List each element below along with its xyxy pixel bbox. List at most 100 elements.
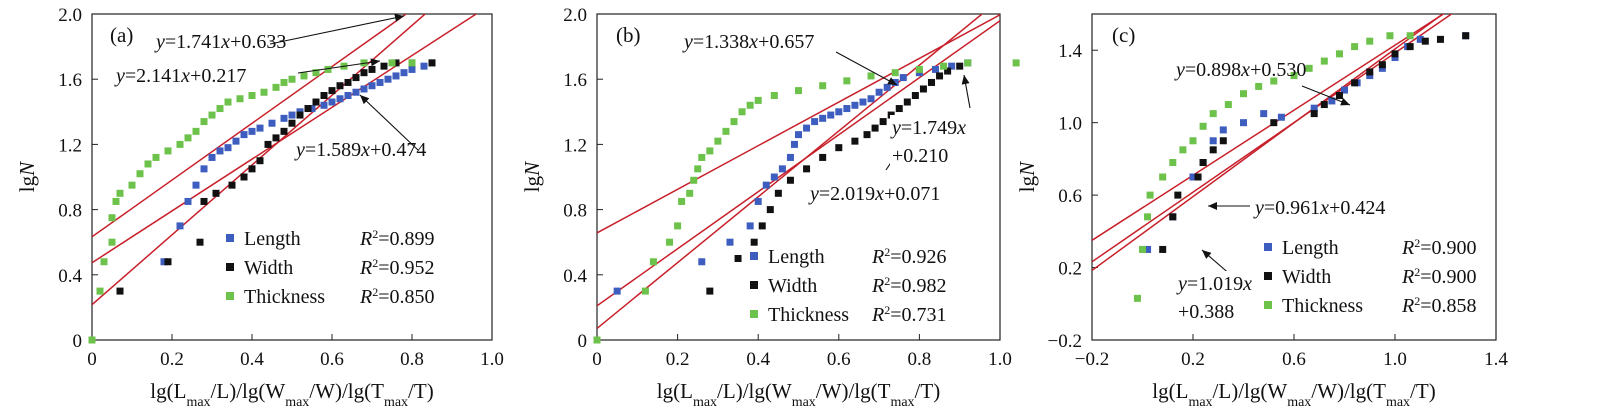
- data-point-length: [360, 85, 368, 93]
- data-point-length: [1391, 53, 1399, 61]
- data-point-thickness: [730, 118, 738, 126]
- data-point-thickness: [674, 222, 682, 230]
- x-tick-label: 1.4: [1484, 349, 1508, 370]
- data-point-length: [811, 118, 819, 126]
- data-point-length: [240, 131, 248, 139]
- data-point-width: [280, 127, 288, 135]
- data-point-length: [256, 124, 264, 132]
- fit-equation-label: y=1.589x+0.474: [294, 139, 426, 161]
- data-point-thickness: [1224, 101, 1232, 109]
- data-point-thickness: [843, 77, 851, 85]
- x-tick-label: 0: [87, 349, 97, 370]
- data-point-length: [1378, 64, 1386, 72]
- x-tick-label: 0.4: [240, 349, 264, 370]
- data-point-width: [1174, 191, 1182, 199]
- fit-label-bg: [890, 115, 982, 165]
- data-point-thickness: [678, 197, 686, 205]
- data-point-length: [1260, 110, 1268, 118]
- x-tick-label: 1.0: [480, 349, 504, 370]
- x-tick-label: 1.0: [1383, 349, 1407, 370]
- data-point-width: [903, 98, 911, 106]
- data-point-length: [184, 197, 192, 205]
- y-tick-label: −0.2: [1048, 331, 1082, 352]
- data-point-thickness: [280, 78, 288, 86]
- data-point-thickness: [1159, 173, 1167, 181]
- y-axis-label: lgN: [520, 161, 544, 192]
- legend-label: Width: [1282, 266, 1331, 288]
- data-point-length: [790, 140, 798, 148]
- x-tick-label: 0.8: [400, 349, 424, 370]
- data-point-thickness: [795, 87, 802, 95]
- data-point-width: [911, 92, 919, 99]
- data-point-width: [750, 238, 758, 246]
- arrow-head: [961, 75, 970, 85]
- data-point-width: [1169, 213, 1177, 221]
- data-point-width: [392, 59, 400, 67]
- data-point-thickness: [224, 98, 232, 106]
- legend-r2: R2=0.858: [1401, 294, 1477, 317]
- data-point-thickness: [248, 92, 256, 99]
- legend-r2: R2=0.850: [359, 285, 435, 308]
- legend-marker: [750, 310, 758, 318]
- data-point-length: [1341, 86, 1348, 94]
- data-point-thickness: [1144, 213, 1152, 221]
- data-point-length: [795, 131, 802, 139]
- data-point-length: [932, 65, 940, 73]
- data-point-thickness: [108, 214, 116, 222]
- plot-frame: [91, 13, 493, 341]
- data-point-thickness: [324, 65, 332, 73]
- data-point-width: [758, 222, 766, 230]
- data-point-length: [328, 98, 336, 106]
- data-point-width: [706, 287, 714, 295]
- annotation-arrow: [835, 51, 898, 86]
- data-point-length: [859, 98, 867, 106]
- data-point-width: [256, 157, 264, 165]
- data-point-width: [336, 82, 344, 90]
- x-tick-label: 0.8: [908, 349, 932, 370]
- data-point-thickness: [388, 59, 396, 67]
- legend-r2: R2=0.982: [871, 274, 947, 297]
- data-points: [593, 59, 1020, 344]
- data-point-length: [248, 127, 256, 135]
- annotation-arrow: [269, 15, 405, 45]
- data-point-length: [1240, 119, 1247, 127]
- data-point-width: [835, 144, 843, 152]
- x-tick-label: 0.2: [666, 349, 690, 370]
- data-point-width: [895, 105, 903, 113]
- data-point-width: [944, 67, 952, 75]
- data-point-width: [819, 153, 827, 161]
- y-tick-label: 0: [73, 331, 83, 352]
- y-tick-label: 0.8: [563, 201, 587, 222]
- data-point-width: [264, 140, 272, 148]
- plot-frame: [596, 13, 1001, 341]
- data-point-width: [1378, 61, 1386, 69]
- data-point-thickness: [666, 238, 674, 246]
- data-point-width: [248, 165, 256, 173]
- y-tick-label: 0.4: [58, 266, 82, 287]
- y-tick-label: 1.2: [58, 135, 82, 156]
- data-point-length: [400, 69, 408, 77]
- data-point-width: [863, 131, 871, 139]
- data-point-width: [774, 189, 782, 197]
- data-point-length: [754, 197, 762, 205]
- data-point-length: [1366, 72, 1374, 80]
- arrow-head: [370, 58, 380, 67]
- y-axis-label: lgN: [1015, 161, 1039, 192]
- data-point-length: [280, 114, 288, 122]
- data-point-length: [726, 238, 734, 246]
- data-point-width: [272, 134, 280, 142]
- legend-marker: [750, 281, 758, 289]
- data-point-width: [803, 165, 811, 173]
- data-point-width: [766, 206, 774, 214]
- data-point-length: [224, 144, 232, 152]
- data-point-length: [308, 105, 316, 113]
- data-point-thickness: [1012, 59, 1020, 67]
- data-point-width: [927, 78, 935, 86]
- legend-r2: R2=0.899: [359, 227, 435, 250]
- x-tick-label: 0.4: [746, 349, 770, 370]
- data-point-length: [867, 95, 875, 103]
- legend-label: Length: [1282, 237, 1339, 259]
- data-point-length: [176, 222, 184, 230]
- panel-a: 0 0.2 0.4 0.6 0.8 1.0 0 0.4 0.8 1.2 1.6 2.0 lgN lg(Lm…: [15, 5, 504, 410]
- data-point-thickness: [216, 105, 224, 113]
